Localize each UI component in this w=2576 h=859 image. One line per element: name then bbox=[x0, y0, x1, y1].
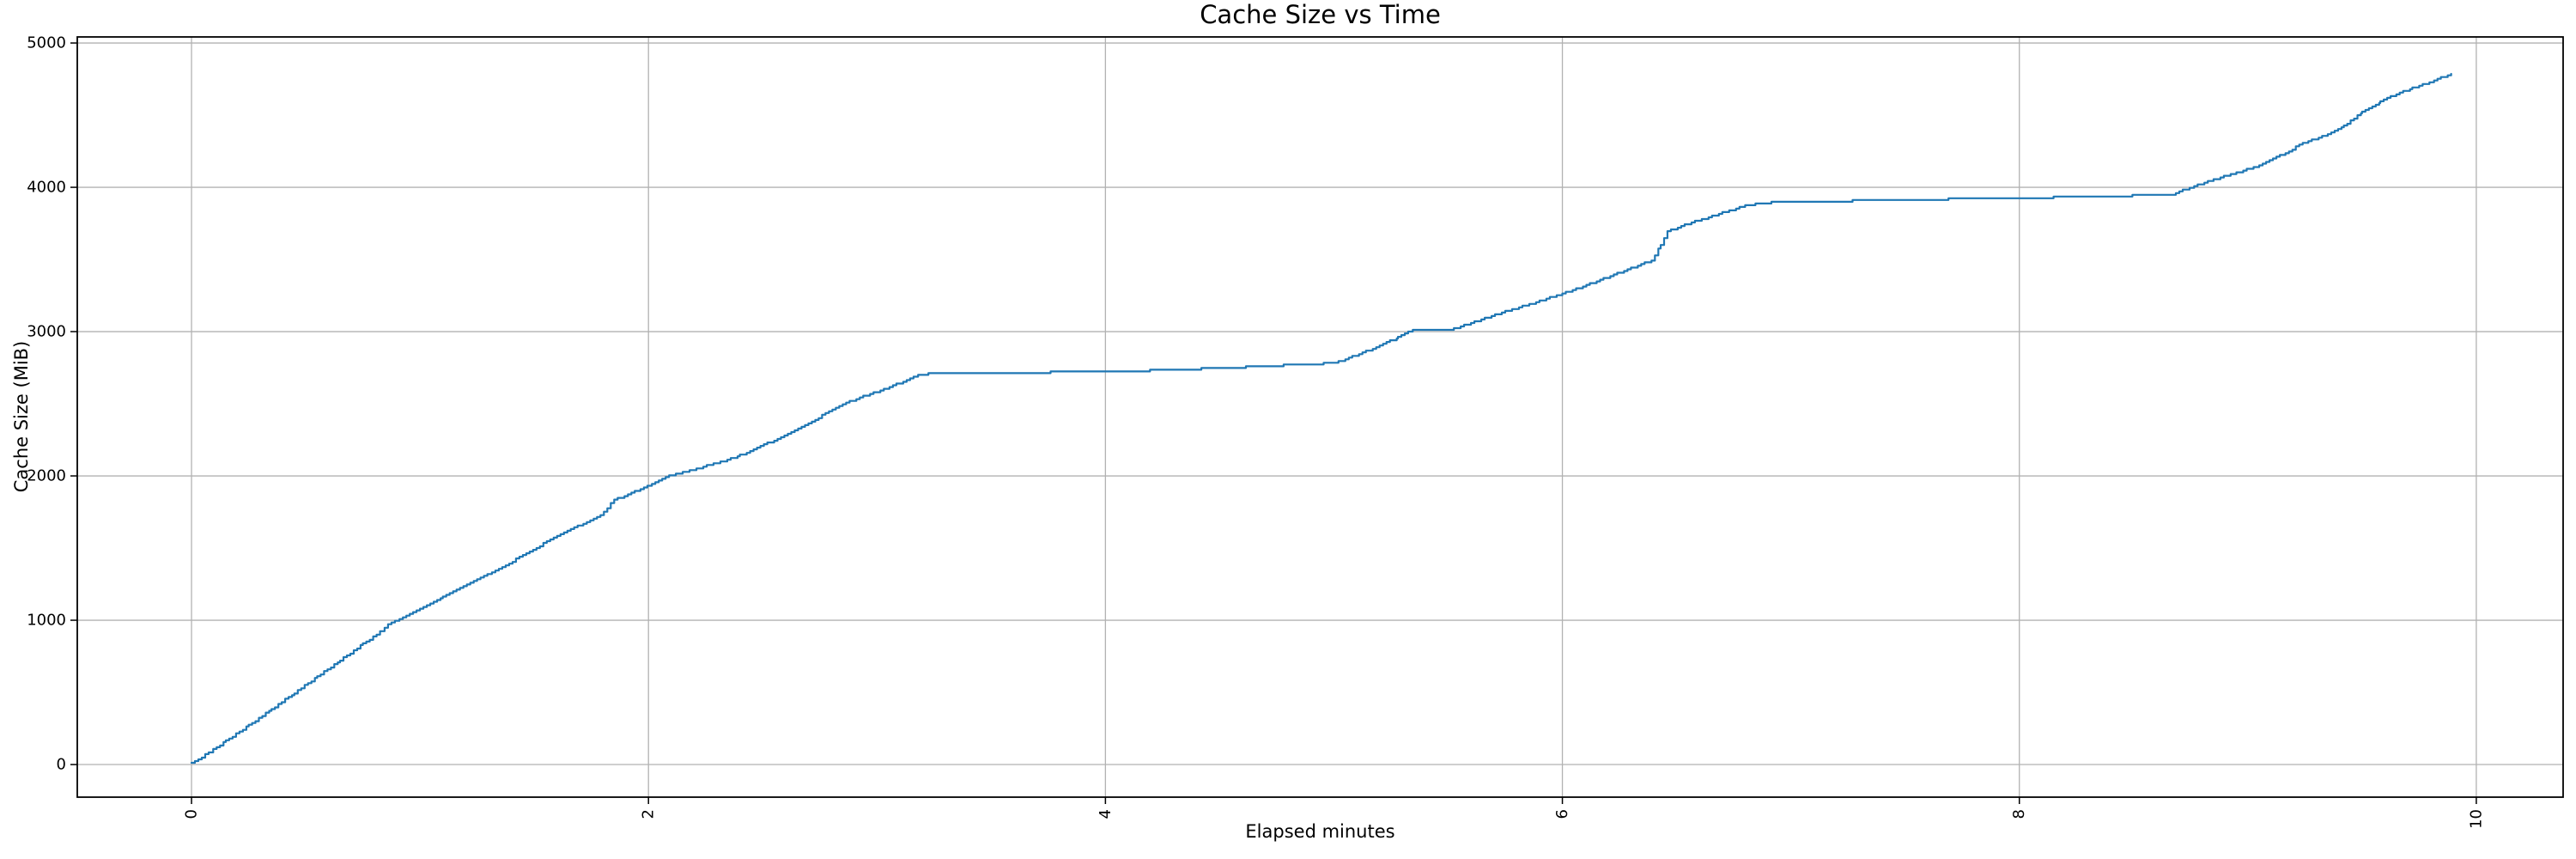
x-tick-label: 10 bbox=[2467, 809, 2485, 829]
plot-border bbox=[76, 36, 2564, 798]
y-tick-label: 5000 bbox=[27, 34, 66, 52]
data-line bbox=[190, 72, 2452, 765]
y-tick-label: 4000 bbox=[27, 179, 66, 197]
x-tick-label: 8 bbox=[2010, 809, 2028, 819]
y-tick-label: 0 bbox=[57, 756, 66, 774]
plot-area: 0 2 4 6 8 10 0 1000 2000 3000 4000 5000 bbox=[27, 34, 2564, 829]
x-axis-label: Elapsed minutes bbox=[1245, 821, 1395, 842]
chart-title: Cache Size vs Time bbox=[1200, 0, 1441, 29]
x-tick-label: 4 bbox=[1097, 809, 1115, 819]
y-tick-label: 2000 bbox=[27, 467, 66, 485]
x-tick-label: 2 bbox=[640, 809, 658, 819]
x-tick-label: 0 bbox=[183, 809, 201, 819]
x-tick-label: 6 bbox=[1553, 809, 1571, 819]
y-tick-label: 1000 bbox=[27, 612, 66, 630]
y-tick-label: 3000 bbox=[27, 323, 66, 341]
